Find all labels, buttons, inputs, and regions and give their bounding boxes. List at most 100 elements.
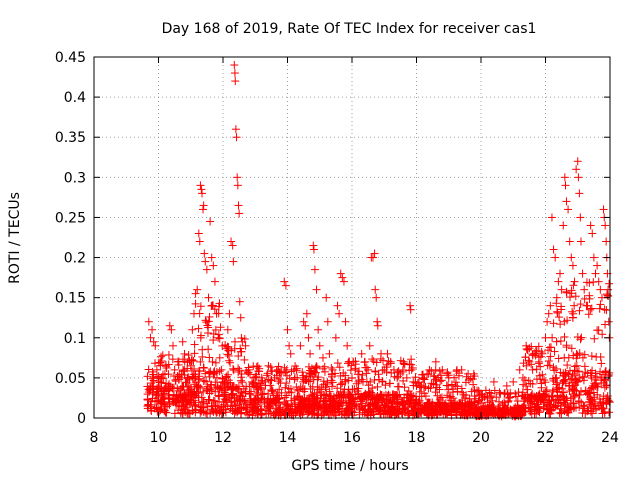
data-point	[195, 237, 204, 246]
data-point	[230, 69, 239, 78]
data-point	[253, 409, 262, 418]
data-point	[343, 406, 352, 415]
data-point	[199, 363, 208, 372]
data-point	[570, 301, 579, 310]
data-point	[149, 337, 158, 346]
data-point	[571, 292, 580, 301]
x-tick-label: 14	[279, 430, 297, 446]
data-point	[217, 409, 226, 418]
y-tick-label: 0.25	[55, 210, 86, 226]
data-point	[201, 316, 210, 325]
data-point	[552, 293, 561, 302]
data-point	[272, 367, 281, 376]
data-point	[589, 253, 598, 262]
data-point	[567, 344, 576, 353]
data-point	[356, 397, 365, 406]
data-point	[264, 398, 273, 407]
data-point	[169, 341, 178, 350]
data-point	[312, 285, 321, 294]
data-point	[556, 269, 565, 278]
data-point	[284, 384, 293, 393]
data-point	[258, 410, 267, 419]
data-point	[199, 205, 208, 214]
data-point	[332, 391, 341, 400]
y-tick-label: 0	[77, 411, 86, 427]
data-point	[437, 376, 446, 385]
data-point	[561, 181, 570, 190]
data-point	[309, 406, 318, 415]
data-point	[318, 353, 327, 362]
data-point	[194, 229, 203, 238]
data-point	[552, 364, 561, 373]
data-point	[180, 389, 189, 398]
data-point	[356, 394, 365, 403]
data-point	[564, 408, 573, 417]
data-point	[305, 395, 314, 404]
data-point	[464, 376, 473, 385]
y-tick-labels: 0 0.05 0.1 0.15 0.2 0.25 0.3 0.35 0.4 0.45	[55, 50, 86, 427]
data-point	[350, 401, 359, 410]
data-point	[320, 362, 329, 371]
data-point	[211, 325, 220, 334]
data-point	[164, 381, 173, 390]
data-point	[233, 173, 242, 182]
data-point	[444, 373, 453, 382]
data-point	[409, 377, 418, 386]
data-point	[366, 388, 375, 397]
data-point	[576, 237, 585, 246]
data-point	[371, 367, 380, 376]
data-point	[229, 389, 238, 398]
data-point	[163, 402, 172, 411]
data-point	[544, 309, 553, 318]
data-point	[463, 405, 472, 414]
data-point	[277, 369, 286, 378]
data-point	[165, 321, 174, 330]
data-point	[349, 395, 358, 404]
x-tick-label: 24	[601, 430, 619, 446]
data-point	[194, 324, 203, 333]
data-point	[191, 289, 200, 298]
data-point	[559, 221, 568, 230]
data-point	[286, 349, 295, 358]
data-point	[335, 309, 344, 318]
data-point	[583, 369, 592, 378]
data-point	[431, 408, 440, 417]
data-point	[526, 392, 535, 401]
data-point	[527, 393, 536, 402]
data-point	[152, 365, 161, 374]
data-point	[221, 373, 230, 382]
data-point	[595, 304, 604, 313]
data-point	[146, 333, 155, 342]
data-point	[249, 396, 258, 405]
data-point	[551, 253, 560, 262]
data-point	[232, 133, 241, 142]
data-point	[201, 257, 210, 266]
data-point	[301, 321, 310, 330]
data-point	[559, 388, 568, 397]
data-point	[541, 333, 550, 342]
data-point	[545, 404, 554, 413]
data-point	[443, 391, 452, 400]
data-point	[523, 345, 532, 354]
data-point	[190, 340, 199, 349]
data-point	[376, 409, 385, 418]
data-point	[294, 392, 303, 401]
data-point	[348, 385, 357, 394]
data-point	[373, 321, 382, 330]
data-point	[143, 396, 152, 405]
data-point	[158, 370, 167, 379]
y-tick-label: 0.4	[64, 90, 86, 106]
data-point	[534, 342, 543, 351]
data-point	[237, 334, 246, 343]
data-point	[228, 402, 237, 411]
data-point	[495, 404, 504, 413]
data-point	[552, 373, 561, 382]
data-point	[151, 396, 160, 405]
data-point	[323, 378, 332, 387]
data-point	[527, 342, 536, 351]
data-point	[252, 372, 261, 381]
data-point	[216, 323, 225, 332]
data-point	[165, 386, 174, 395]
data-point	[393, 382, 402, 391]
data-point	[176, 384, 185, 393]
